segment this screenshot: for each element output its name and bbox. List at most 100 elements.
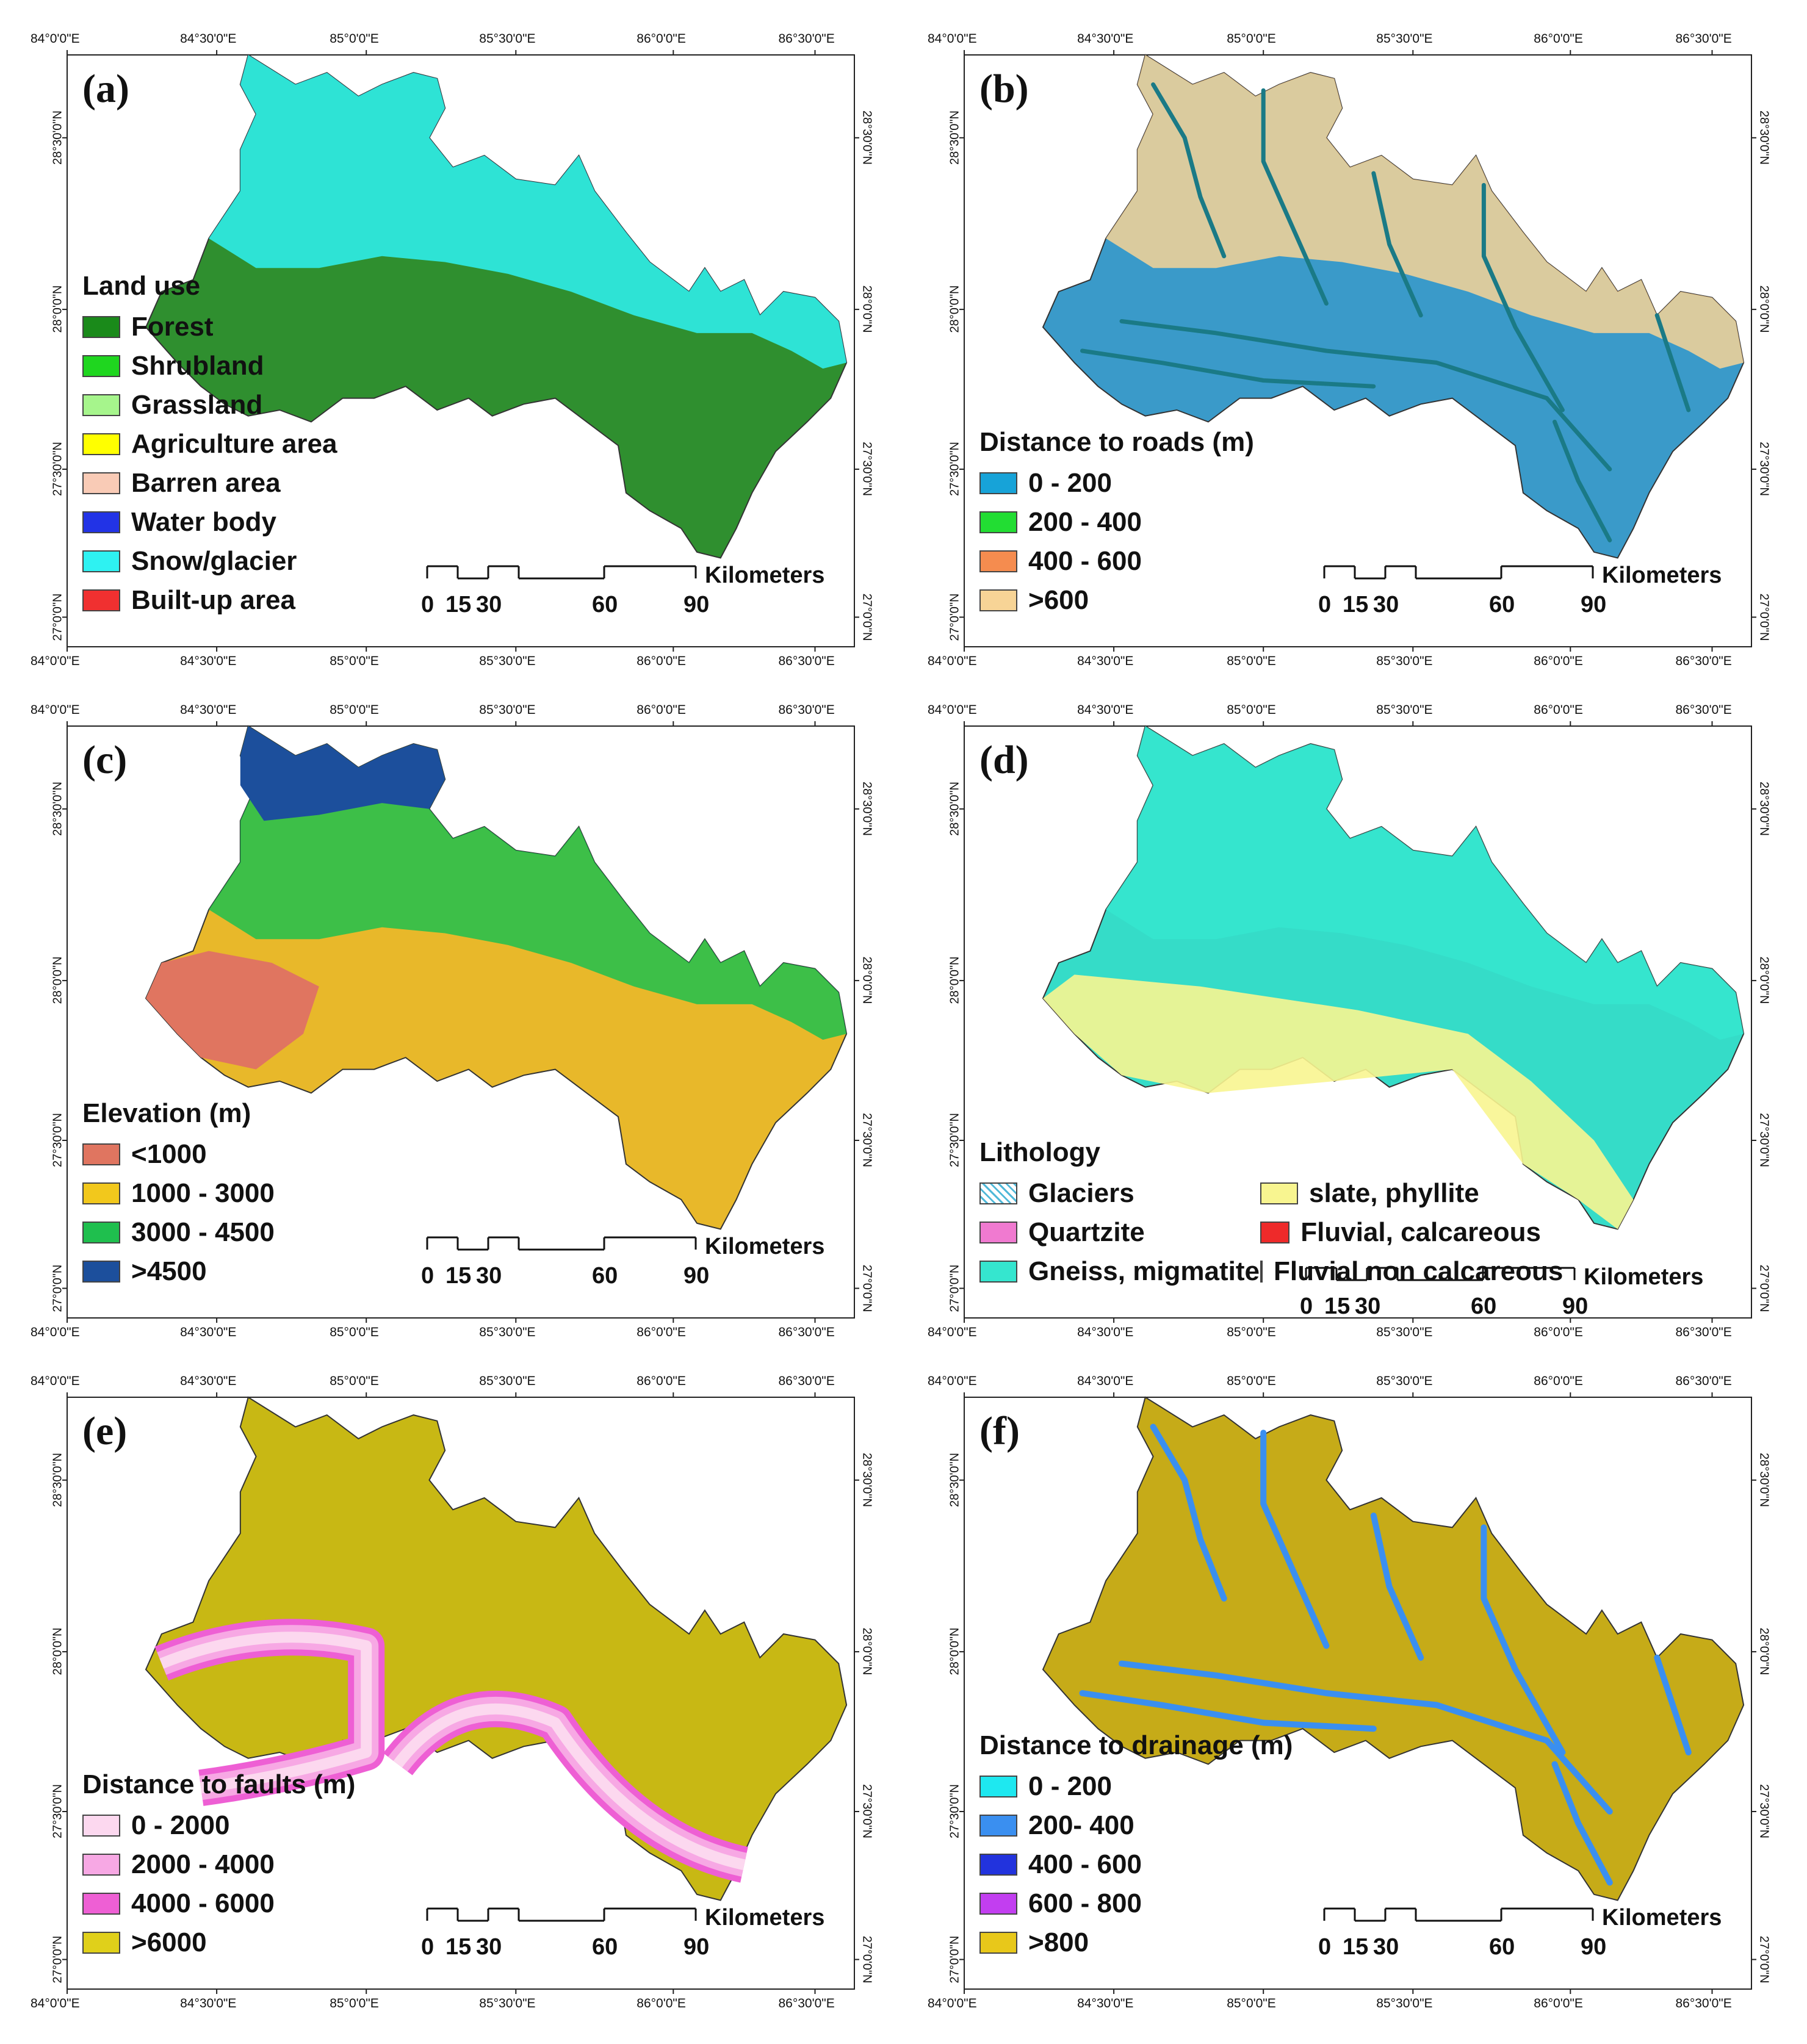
longitude-label: 85°30'0"E <box>479 32 536 46</box>
legend-title: Land use <box>82 271 201 301</box>
legend-item: >6000 <box>82 1923 355 1962</box>
legend-item: Water body <box>82 503 337 542</box>
legend-item: 0 - 2000 <box>82 1806 355 1845</box>
legend-label: Barren area <box>131 468 281 498</box>
latitude-label: 28°30'0"N <box>860 110 874 165</box>
longitude-label: 86°0'0"E <box>637 1325 686 1339</box>
latitude-label: 27°30'0"N <box>948 1784 962 1838</box>
scale-bar-graphic <box>426 565 697 580</box>
map-panel-a: (a) 84°0'0"E 84°0'0"E 84°30'0"E 84°30'0"E 85°… <box>31 24 885 677</box>
legend-item: 400 - 600 <box>979 542 1254 581</box>
longitude-label: 84°30'0"E <box>1077 1374 1134 1388</box>
longitude-label: 85°0'0"E <box>330 1996 379 2010</box>
scale-bar: 0 15 30 60 90 Kilometers <box>421 1904 824 1971</box>
legend-item: 1000 - 3000 <box>82 1174 275 1213</box>
longitude-label: 84°30'0"E <box>180 654 237 668</box>
road-line <box>1371 171 1423 318</box>
legend-label: Water body <box>131 507 276 537</box>
legend-swatch <box>82 316 120 338</box>
road-line <box>1261 88 1329 306</box>
longitude-label: 84°0'0"E <box>31 1996 80 2010</box>
legend-item: >800 <box>979 1923 1293 1962</box>
drainage-line <box>1551 1761 1613 1886</box>
road-line <box>1553 419 1612 542</box>
legend-swatch <box>1260 1261 1263 1283</box>
scale-label: 0 <box>421 592 435 617</box>
longitude-label: 86°0'0"E <box>637 32 686 46</box>
road-line <box>1654 313 1691 412</box>
latitude-label: 28°30'0"N <box>948 781 962 836</box>
longitude-label: 84°30'0"E <box>180 1996 237 2010</box>
legend-item: Snow/glacier <box>82 542 337 581</box>
legend-title: Elevation (m) <box>82 1098 251 1128</box>
latitude-label: 27°0'0"N <box>1757 1264 1771 1312</box>
legend-label: 400 - 600 <box>1028 546 1142 576</box>
latitude-label: 28°0'0"N <box>948 1627 962 1675</box>
zone-below-1000 <box>146 951 319 1070</box>
scale-bar: 0 15 30 60 90 Kilometers <box>421 561 824 628</box>
latitude-label: 27°30'0"N <box>860 442 874 496</box>
map-canvas <box>959 1392 1756 1994</box>
scale-label: 30 <box>1355 1294 1381 1319</box>
latitude-label: 28°30'0"N <box>860 781 874 836</box>
legend-swatch <box>82 433 120 455</box>
map-legend: Distance to drainage (m) 0 - 200 200- 400 4… <box>979 1730 1293 1962</box>
longitude-label: 84°30'0"E <box>180 32 237 46</box>
longitude-label: 85°30'0"E <box>1376 1325 1433 1339</box>
longitude-label: 86°30'0"E <box>778 703 835 717</box>
longitude-label: 86°30'0"E <box>778 32 835 46</box>
legend-swatch <box>979 1815 1017 1837</box>
longitude-label: 84°30'0"E <box>1077 1325 1134 1339</box>
scale-label: 30 <box>1373 592 1399 617</box>
drainage-line <box>1260 1430 1330 1649</box>
longitude-label: 85°0'0"E <box>1227 1996 1276 2010</box>
legend-item: >4500 <box>82 1252 275 1291</box>
longitude-label: 85°30'0"E <box>1376 32 1433 46</box>
longitude-label: 85°30'0"E <box>1376 1996 1433 2010</box>
map-legend: Distance to roads (m) 0 - 200 200 - 400 400… <box>979 427 1254 620</box>
study-area-north-zone <box>209 55 847 369</box>
scale-bar: 0 15 30 60 90 Kilometers <box>421 1233 824 1300</box>
legend-label: Fluvial, calcareous <box>1300 1217 1541 1247</box>
legend-swatch <box>82 1143 120 1165</box>
scale-label: 90 <box>1562 1294 1589 1319</box>
legend-swatch <box>82 355 120 377</box>
longitude-label: 85°30'0"E <box>479 703 536 717</box>
legend-swatch <box>979 511 1017 533</box>
legend-swatch <box>82 1182 120 1204</box>
scale-label: 30 <box>476 592 502 617</box>
scale-label: 60 <box>592 1934 618 1960</box>
scale-label: 60 <box>1489 592 1515 617</box>
study-area <box>1042 1396 1745 1901</box>
longitude-label: 85°30'0"E <box>479 1374 536 1388</box>
longitude-label: 85°30'0"E <box>1376 703 1433 717</box>
legend-item: 2000 - 4000 <box>82 1845 355 1884</box>
scale-label: 90 <box>683 592 710 617</box>
scale-bar: 0 15 30 60 90 Kilometers <box>1318 561 1722 628</box>
panel-label: (c) <box>82 738 128 782</box>
scale-bar-graphic <box>1305 1267 1576 1281</box>
legend-label: 2000 - 4000 <box>131 1849 275 1879</box>
longitude-label: 85°0'0"E <box>1227 703 1276 717</box>
latitude-label: 28°0'0"N <box>1757 285 1771 333</box>
legend-swatch <box>1260 1182 1298 1204</box>
legend-item: Agriculture area <box>82 425 337 464</box>
legend-item: 200- 400 <box>979 1806 1293 1845</box>
road-line <box>1080 348 1376 389</box>
latitude-label: 27°0'0"N <box>1757 1935 1771 1983</box>
legend-swatch <box>1260 1222 1290 1243</box>
longitude-label: 85°30'0"E <box>479 1996 536 2010</box>
scale-unit: Kilometers <box>705 1234 825 1259</box>
scale-label: 90 <box>683 1263 710 1289</box>
longitude-label: 84°0'0"E <box>928 1325 977 1339</box>
legend-item: 0 - 200 <box>979 464 1254 503</box>
longitude-label: 86°30'0"E <box>1675 1325 1732 1339</box>
study-area-north-zone <box>1106 726 1744 1040</box>
legend-item: slate, phyllite <box>1260 1174 1541 1213</box>
latitude-label: 28°30'0"N <box>51 110 65 165</box>
latitude-label: 27°0'0"N <box>860 593 874 641</box>
legend-label: <1000 <box>131 1139 207 1169</box>
scale-unit: Kilometers <box>1602 563 1722 588</box>
longitude-label: 85°0'0"E <box>1227 654 1276 668</box>
legend-label: 1000 - 3000 <box>131 1178 275 1208</box>
